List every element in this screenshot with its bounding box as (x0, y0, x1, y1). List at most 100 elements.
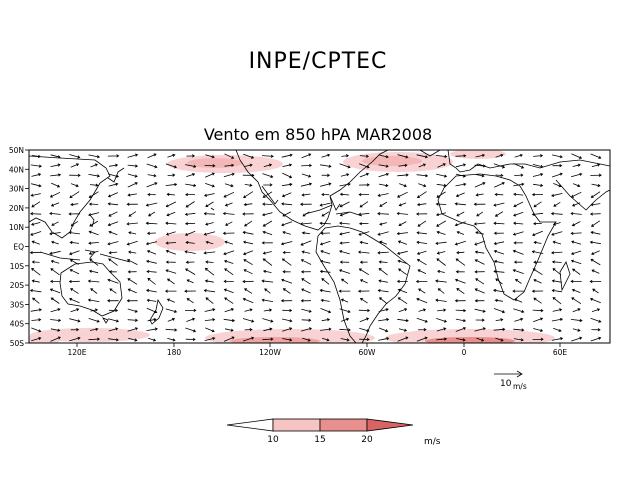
wind-arrow (68, 231, 80, 235)
lat-tick-label: 50N (9, 146, 24, 155)
shade-south-atlantic (385, 329, 555, 343)
wind-arrow (262, 269, 272, 273)
coastline-caribbean (335, 211, 363, 217)
coastline-baja (261, 185, 279, 205)
wind-arrow (281, 221, 293, 227)
wind-arrow (50, 268, 60, 276)
wind-arrow (320, 308, 332, 314)
wind-arrow (589, 240, 601, 245)
wind-arrow (455, 192, 465, 198)
wind-arrow (533, 183, 544, 187)
wind-arrow (262, 212, 273, 217)
reference-value: 10 (500, 379, 512, 389)
wind-arrow (359, 240, 369, 245)
wind-arrow (359, 327, 370, 333)
wind-arrow (359, 297, 368, 304)
figure-title: INPE/CPTEC (249, 49, 388, 74)
wind-arrow (338, 269, 351, 274)
wind-arrow (359, 172, 370, 178)
wind-arrow (203, 289, 216, 293)
reference-vector: 10 m/s (494, 370, 527, 391)
wind-arrow (166, 211, 176, 217)
wind-arrow (456, 338, 466, 342)
lat-tick-label: 40N (9, 165, 24, 174)
wind-arrow (30, 308, 42, 312)
wind-arrow (242, 230, 254, 235)
wind-arrow (146, 250, 157, 255)
wind-arrow (553, 327, 562, 332)
wind-arrow (262, 251, 272, 255)
wind-arrow (69, 250, 80, 256)
wind-arrow (436, 318, 448, 323)
wind-arrow (69, 173, 81, 178)
wind-arrow (205, 240, 214, 245)
wind-arrow (514, 173, 524, 177)
wind-arrow (398, 221, 407, 226)
wind-arrow (339, 192, 350, 196)
wind-arrow (532, 337, 544, 341)
wind-arrow (396, 250, 408, 255)
wind-arrow (126, 240, 138, 246)
wind-arrow (378, 279, 388, 283)
wind-arrow (301, 288, 311, 294)
wind-arrow (184, 212, 196, 216)
wind-arrow (31, 173, 42, 177)
wind-arrow (223, 259, 234, 264)
wind-arrow (570, 211, 582, 216)
wind-arrow (184, 222, 196, 226)
wind-arrow (571, 297, 582, 305)
wind-arrow (29, 250, 42, 255)
wind-arrow (243, 153, 255, 159)
wind-arrow (416, 154, 429, 159)
wind-arrow (127, 270, 137, 274)
map-frame-background (29, 150, 610, 343)
wind-arrow (591, 220, 601, 227)
wind-arrow (572, 183, 581, 188)
wind-arrow (572, 268, 581, 275)
wind-arrow (416, 191, 427, 199)
wind-arrow (591, 163, 601, 168)
lat-tick-label: 30N (9, 185, 24, 194)
wind-arrow (455, 327, 467, 332)
wind-arrow (300, 259, 312, 265)
wind-arrow (69, 191, 80, 198)
wind-arrow (418, 163, 426, 168)
wind-arrow (454, 240, 466, 246)
wind-arrow (263, 308, 273, 312)
wind-arrow (49, 191, 61, 198)
wind-arrow (552, 222, 561, 226)
wind-arrow (126, 202, 138, 206)
wind-arrow (359, 260, 368, 264)
wind-arrow (262, 154, 274, 158)
wind-arrow (50, 328, 61, 332)
wind-arrow (205, 327, 215, 333)
wind-arrow (454, 278, 466, 284)
wind-arrow (107, 278, 119, 284)
wind-arrow (572, 328, 581, 332)
wind-arrow (589, 212, 601, 216)
wind-arrow (514, 317, 524, 322)
wind-arrow (244, 183, 253, 187)
wind-arrow (146, 298, 157, 302)
wind-arrow (51, 240, 59, 245)
wind-arrow (513, 182, 525, 187)
wind-arrow (262, 230, 273, 236)
lat-tick-label: 20S (10, 281, 25, 290)
wind-arrow (493, 327, 506, 332)
wind-arrow (456, 211, 465, 217)
wind-arrow (107, 318, 120, 323)
wind-arrow (225, 221, 233, 226)
wind-arrow (184, 289, 196, 293)
wind-arrow (512, 289, 524, 293)
colorbar-low-triangle (226, 418, 274, 432)
colorbar-box-10-15 (272, 418, 321, 432)
wind-arrow (167, 173, 176, 177)
wind-arrow (416, 212, 428, 216)
wind-arrow (475, 231, 484, 235)
wind-arrow (474, 327, 486, 332)
lat-axis: 50N 40N 30N 20N 10N EQ 10S 20S 30S 40S 5… (9, 146, 29, 348)
wind-arrow (415, 279, 428, 284)
wind-arrow (570, 318, 583, 323)
wind-arrow (436, 258, 446, 266)
wind-arrow (302, 211, 310, 217)
